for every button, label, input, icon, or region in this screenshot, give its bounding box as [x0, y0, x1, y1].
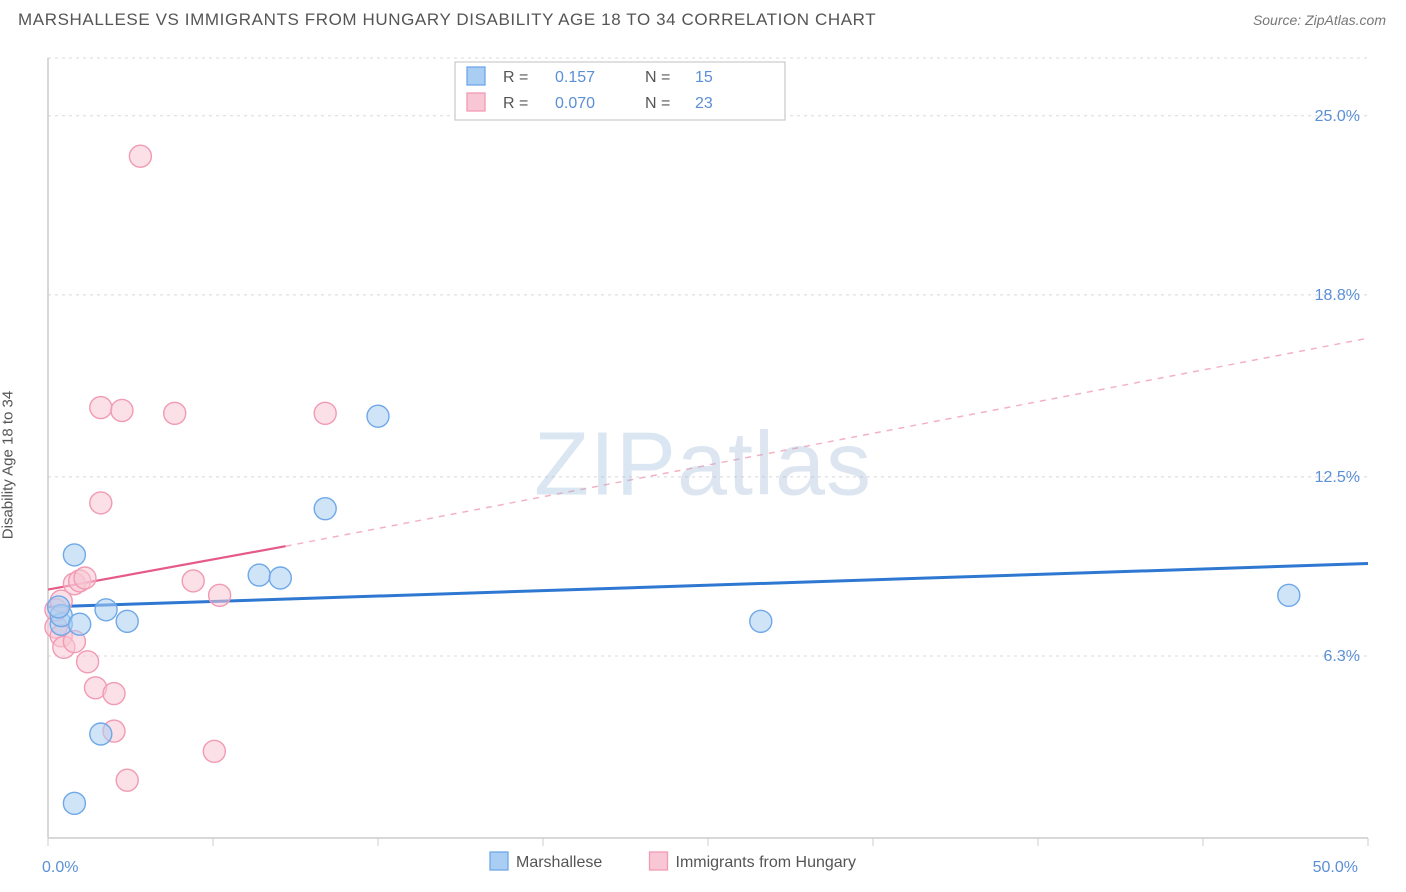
svg-text:R =: R = [503, 95, 528, 112]
chart-container: Disability Age 18 to 34 6.3% 12.5% 18.8% 25… [0, 38, 1406, 892]
chart-title: MARSHALLESE VS IMMIGRANTS FROM HUNGARY D… [18, 10, 876, 30]
svg-text:R =: R = [503, 69, 528, 86]
svg-text:12.5%: 12.5% [1315, 469, 1360, 486]
svg-text:Immigrants from Hungary: Immigrants from Hungary [676, 854, 857, 871]
svg-text:N =: N = [645, 69, 670, 86]
svg-text:25.0%: 25.0% [1315, 108, 1360, 125]
svg-text:6.3%: 6.3% [1324, 648, 1360, 665]
svg-text:0.070: 0.070 [555, 95, 595, 112]
y-axis-label: Disability Age 18 to 34 [0, 391, 17, 539]
svg-text:0.157: 0.157 [555, 69, 595, 86]
scatter-chart: 6.3% 12.5% 18.8% 25.0% 0.0% 50.0% R = 0.157 N = 1… [0, 38, 1406, 892]
svg-text:50.0%: 50.0% [1313, 859, 1358, 876]
svg-text:18.8%: 18.8% [1315, 287, 1360, 304]
source-attribution: Source: ZipAtlas.com [1253, 12, 1386, 28]
svg-text:N =: N = [645, 95, 670, 112]
svg-text:23: 23 [695, 95, 713, 112]
svg-text:15: 15 [695, 69, 713, 86]
svg-text:0.0%: 0.0% [42, 859, 78, 876]
svg-text:Marshallese: Marshallese [516, 854, 602, 871]
